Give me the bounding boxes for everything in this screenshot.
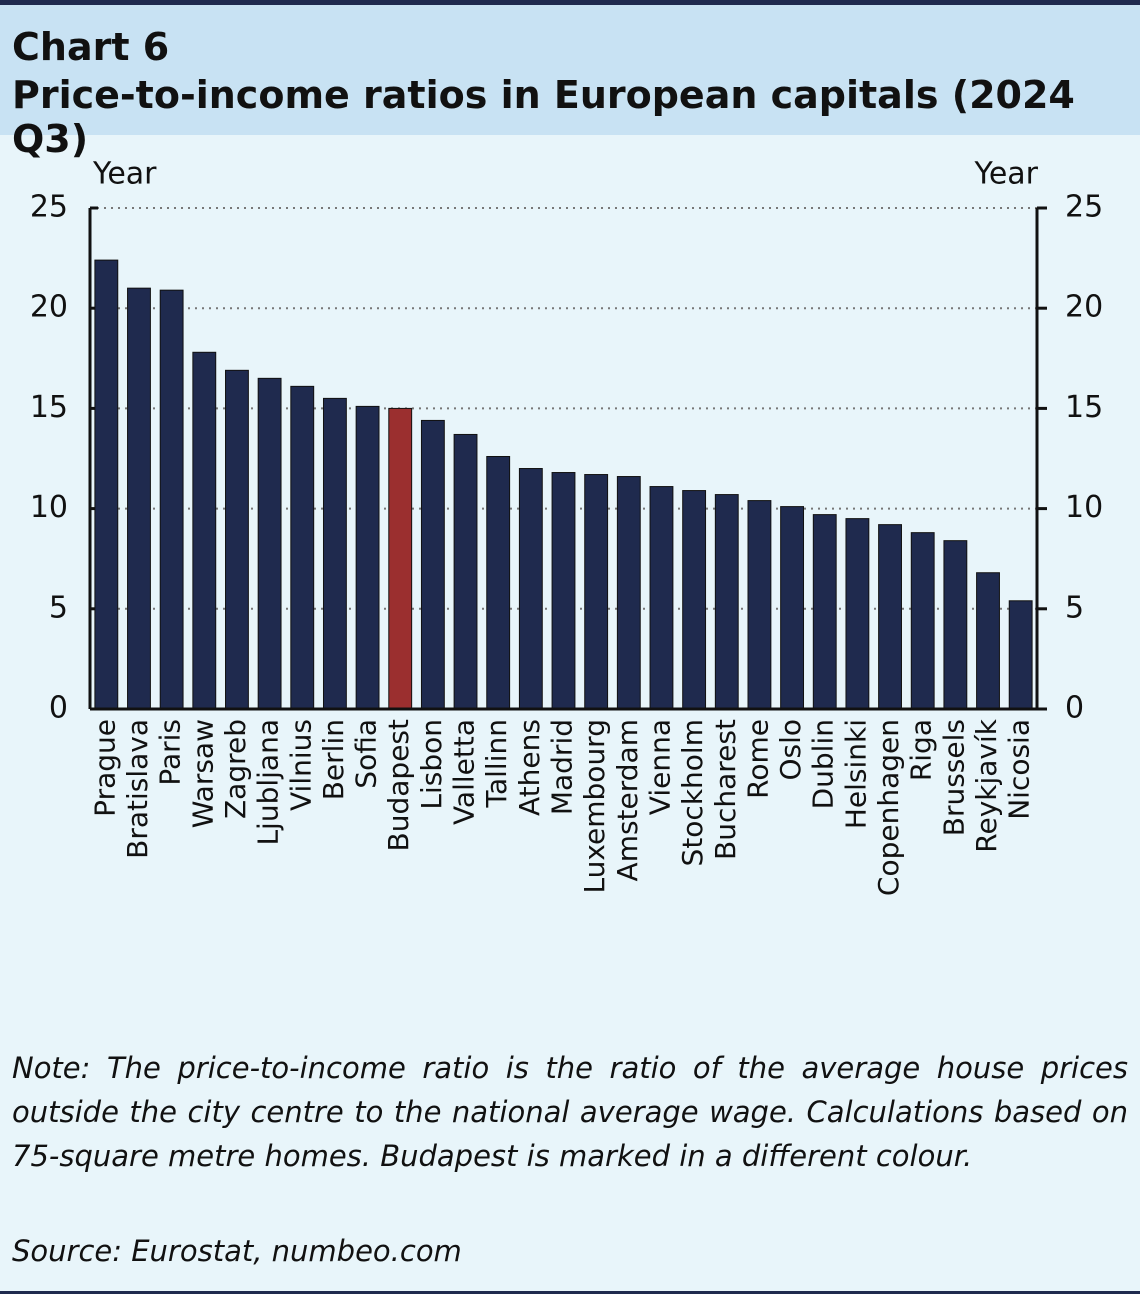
bar bbox=[486, 455, 511, 710]
bar bbox=[780, 506, 805, 710]
x-tick-label: Nicosia bbox=[1003, 719, 1036, 820]
bar bbox=[1008, 600, 1033, 710]
y-tick-label: 10 bbox=[30, 490, 68, 525]
y-axis-label: Year bbox=[92, 157, 157, 192]
bar bbox=[714, 494, 739, 710]
y2-tick-label: 5 bbox=[1065, 590, 1084, 625]
x-tick-label: Helsinki bbox=[839, 719, 872, 829]
x-tick-label: Bucharest bbox=[709, 719, 742, 860]
x-tick-label: Riga bbox=[905, 719, 938, 781]
x-tick-label: Ljubljana bbox=[252, 719, 285, 846]
source: Source: Eurostat, numbeo.com bbox=[12, 1234, 462, 1268]
x-tick-label: Rome bbox=[741, 719, 774, 799]
x-tick-label: Athens bbox=[513, 719, 546, 816]
x-tick-label: Oslo bbox=[774, 719, 807, 781]
bar bbox=[584, 474, 609, 710]
y2-tick-label: 0 bbox=[1065, 691, 1084, 726]
bar bbox=[453, 433, 478, 710]
x-tick-label: Warsaw bbox=[186, 719, 219, 828]
x-tick-label: Reykjavík bbox=[970, 718, 1003, 852]
x-tick-label: Zagreb bbox=[219, 719, 252, 819]
y2-tick-label: 15 bbox=[1065, 390, 1103, 425]
bar bbox=[682, 490, 707, 710]
bar bbox=[845, 518, 870, 710]
x-tick-label: Copenhagen bbox=[872, 719, 905, 896]
x-tick-label: Madrid bbox=[546, 719, 579, 815]
bar bbox=[910, 532, 935, 710]
bar bbox=[649, 486, 674, 710]
bar bbox=[127, 287, 151, 710]
chart: Year Year 0 5 10 15 20 25 0 5 10 15 20 25 Prague Brat… bbox=[30, 157, 1103, 897]
bar bbox=[388, 407, 413, 710]
y-tick-label: 15 bbox=[30, 390, 68, 425]
y2-tick-label: 25 bbox=[1065, 190, 1103, 225]
bar bbox=[420, 419, 445, 710]
bar bbox=[943, 540, 968, 710]
y-tick-label: 0 bbox=[49, 691, 68, 726]
bar bbox=[290, 385, 315, 710]
x-tick-label: Dublin bbox=[807, 719, 840, 809]
y-tick-label: 5 bbox=[49, 590, 68, 625]
chart-label: Chart 6 bbox=[12, 25, 170, 69]
bar bbox=[192, 351, 217, 710]
x-tick-label: Amsterdam bbox=[611, 719, 644, 881]
header: Chart 6 Price-to-income ratios in Europe… bbox=[0, 0, 1140, 161]
x-tick-label: Tallinn bbox=[480, 719, 513, 808]
x-tick-label: Valletta bbox=[448, 719, 481, 825]
note: Note: The price-to-income ratio is the r… bbox=[12, 1051, 1128, 1173]
x-tick-label: Brussels bbox=[937, 719, 970, 836]
bar bbox=[812, 514, 837, 710]
bar bbox=[225, 369, 249, 710]
x-tick-label: Luxembourg bbox=[578, 719, 611, 894]
bar bbox=[94, 259, 119, 710]
x-tick-label: Berlin bbox=[317, 719, 350, 800]
x-tick-label: Sofia bbox=[350, 719, 383, 789]
footer-line bbox=[0, 1291, 1140, 1294]
bar bbox=[616, 476, 641, 710]
x-tick-label: Paris bbox=[154, 719, 187, 786]
bar bbox=[355, 405, 380, 710]
x-tick-label: Bratislava bbox=[121, 719, 154, 859]
bar bbox=[518, 468, 543, 710]
bar bbox=[322, 397, 347, 710]
bar bbox=[747, 500, 772, 710]
x-tick-label: Vienna bbox=[643, 719, 676, 815]
x-tick-label: Vilnius bbox=[284, 719, 317, 811]
y2-axis-label: Year bbox=[973, 157, 1038, 192]
y2-tick-label: 20 bbox=[1065, 290, 1103, 325]
x-tick-label: Stockholm bbox=[676, 719, 709, 866]
bar bbox=[551, 472, 576, 710]
y-tick-label: 25 bbox=[30, 190, 68, 225]
y2-tick-label: 10 bbox=[1065, 490, 1103, 525]
bar bbox=[159, 289, 184, 710]
x-tick-label: Prague bbox=[88, 719, 121, 817]
x-tick-label: Budapest bbox=[382, 719, 415, 851]
x-tick-label: Lisbon bbox=[415, 719, 448, 810]
chart-title: Price-to-income ratios in European capit… bbox=[12, 73, 1075, 161]
y-tick-label: 20 bbox=[30, 290, 68, 325]
bar bbox=[878, 524, 902, 710]
bar bbox=[976, 572, 1000, 710]
bar bbox=[257, 377, 282, 710]
